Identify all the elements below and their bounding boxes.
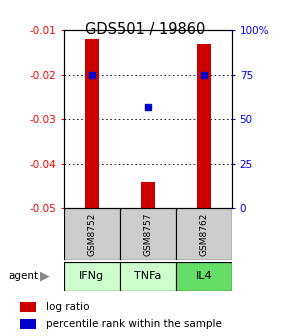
Bar [176, 208, 232, 260]
Bar [141, 182, 155, 208]
Text: percentile rank within the sample: percentile rank within the sample [46, 319, 222, 329]
Bar [20, 302, 36, 312]
Text: GSM8757: GSM8757 [143, 213, 153, 256]
Bar [120, 262, 176, 291]
Bar [85, 39, 99, 208]
Text: GSM8752: GSM8752 [87, 213, 96, 256]
Bar [64, 262, 120, 291]
Bar [20, 319, 36, 329]
Text: IFNg: IFNg [79, 271, 104, 281]
Bar [64, 208, 120, 260]
Text: TNFa: TNFa [134, 271, 162, 281]
Text: ▶: ▶ [40, 270, 50, 283]
Text: IL4: IL4 [196, 271, 212, 281]
Bar [197, 44, 211, 208]
Text: log ratio: log ratio [46, 302, 90, 312]
Bar [120, 208, 176, 260]
Text: agent: agent [9, 271, 39, 281]
Text: GSM8762: GSM8762 [200, 213, 209, 256]
Bar [176, 262, 232, 291]
Text: GDS501 / 19860: GDS501 / 19860 [85, 22, 205, 37]
